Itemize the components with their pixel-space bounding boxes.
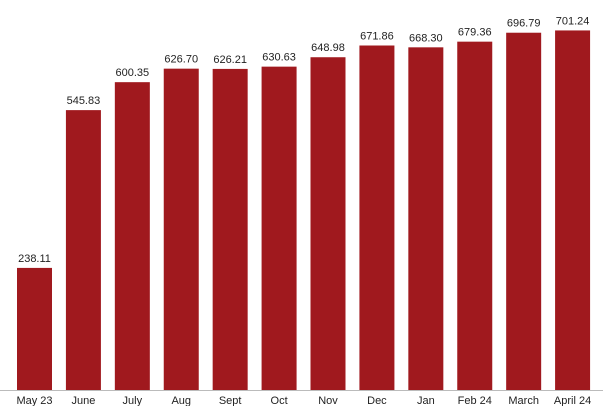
bar-2 xyxy=(114,82,150,391)
value-label-8: 668.30 xyxy=(409,32,443,44)
value-label-11: 701.24 xyxy=(556,15,590,27)
bar-3 xyxy=(163,68,199,391)
x-tick-label-5: Oct xyxy=(271,395,288,406)
value-label-2: 600.35 xyxy=(116,67,150,79)
value-label-9: 679.36 xyxy=(458,27,492,39)
x-tick-label-6: Nov xyxy=(318,395,338,406)
value-label-7: 671.86 xyxy=(360,31,394,43)
value-label-6: 648.98 xyxy=(311,42,345,54)
bar-11 xyxy=(555,30,591,390)
bar-9 xyxy=(457,41,493,391)
x-tick-label-11: April 24 xyxy=(554,395,591,406)
bar-10 xyxy=(506,32,542,390)
value-label-3: 626.70 xyxy=(164,54,198,66)
x-tick-label-10: March xyxy=(508,395,539,406)
x-tick-label-3: Aug xyxy=(171,395,191,406)
bar-4 xyxy=(212,68,248,390)
value-labels-group: 238.11 545.83 600.35 626.70 626.21 630.63 648.… xyxy=(18,15,589,264)
x-tick-labels-group: May 23 June July Aug Sept Oct Nov Dec Jan Feb 24 M… xyxy=(16,395,591,406)
value-label-1: 545.83 xyxy=(67,95,101,107)
bar-7 xyxy=(359,45,395,391)
x-tick-label-0: May 23 xyxy=(16,395,52,406)
x-tick-label-1: June xyxy=(71,395,95,406)
value-label-5: 630.63 xyxy=(262,52,296,64)
value-label-4: 626.21 xyxy=(213,54,247,66)
x-tick-label-2: July xyxy=(123,395,143,406)
x-tick-label-8: Jan xyxy=(417,395,435,406)
bar-6 xyxy=(310,57,346,391)
bar-8 xyxy=(408,47,444,390)
bar-5 xyxy=(261,66,297,391)
bar-0 xyxy=(17,267,52,390)
x-tick-label-4: Sept xyxy=(219,395,242,406)
bars-group xyxy=(17,30,591,391)
x-tick-label-7: Dec xyxy=(367,395,387,406)
x-tick-label-9: Feb 24 xyxy=(458,395,492,406)
bar-1 xyxy=(65,110,101,390)
value-label-0: 238.11 xyxy=(18,253,51,265)
value-label-10: 696.79 xyxy=(507,18,541,30)
